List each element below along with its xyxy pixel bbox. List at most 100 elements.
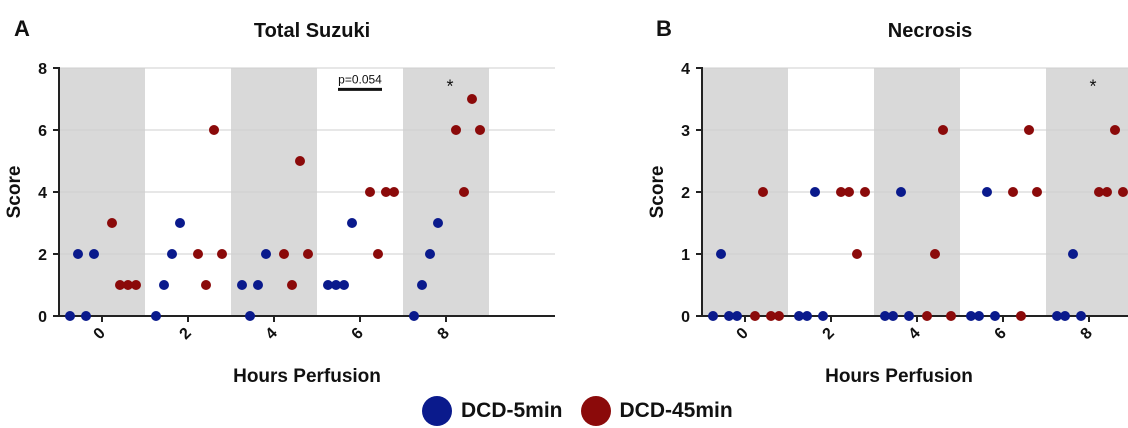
data-point-dcd-45min-0h: [758, 187, 768, 197]
data-point-dcd-5min-0h: [716, 249, 726, 259]
data-point-dcd-45min-0h: [766, 311, 776, 321]
legend: DCD-5min DCD-45min: [422, 394, 751, 428]
chart-panel-b: 0 1 2 3 4 0 2 4 6 8 B Necrosis Hours Perfusion Score *: [647, 16, 1128, 387]
data-point-dcd-5min-6h: [347, 218, 357, 228]
y-tick-label-2: 2: [38, 247, 47, 264]
data-point-dcd-5min-4h: [237, 280, 247, 290]
data-point-dcd-45min-2h: [217, 249, 227, 259]
data-point-dcd-5min-2h: [167, 249, 177, 259]
legend-label-dcd-45min: DCD-45min: [619, 399, 733, 422]
data-point-dcd-45min-2h: [852, 249, 862, 259]
data-point-dcd-45min-6h: [365, 187, 375, 197]
chart-title: Total Suzuki: [254, 20, 370, 42]
data-point-dcd-45min-4h: [279, 249, 289, 259]
x-tick-label-2: 2: [177, 325, 195, 343]
data-point-dcd-45min-6h: [1008, 187, 1018, 197]
data-point-dcd-45min-4h: [946, 311, 956, 321]
legend-item-dcd-5min: DCD-5min: [422, 396, 563, 426]
data-point-dcd-45min-8h: [451, 125, 461, 135]
data-point-dcd-5min-6h: [323, 280, 333, 290]
data-point-dcd-5min-4h: [888, 311, 898, 321]
data-point-dcd-5min-6h: [990, 311, 1000, 321]
data-point-dcd-45min-2h: [860, 187, 870, 197]
data-point-dcd-5min-4h: [880, 311, 890, 321]
y-tick-label-2: 2: [681, 185, 690, 202]
data-point-dcd-5min-0h: [65, 311, 75, 321]
y-tick-label-3: 3: [681, 123, 690, 140]
data-point-dcd-5min-4h: [904, 311, 914, 321]
legend-swatch-dcd-45min: [580, 396, 611, 426]
significance-star: *: [1089, 76, 1096, 96]
data-point-dcd-5min-8h: [409, 311, 419, 321]
y-axis-label: Score: [647, 166, 668, 219]
panel-letter: B: [656, 16, 672, 41]
data-point-dcd-45min-6h: [381, 187, 391, 197]
data-point-dcd-5min-8h: [1052, 311, 1062, 321]
panel-letter: A: [14, 16, 30, 41]
x-axis-label: Hours Perfusion: [825, 366, 973, 387]
data-point-dcd-45min-6h: [1024, 125, 1034, 135]
data-point-dcd-5min-6h: [331, 280, 341, 290]
data-point-dcd-45min-8h: [1110, 125, 1120, 135]
significance-star: *: [446, 76, 453, 96]
data-point-dcd-5min-2h: [810, 187, 820, 197]
data-point-dcd-45min-8h: [467, 94, 477, 104]
x-tick-label-4: 4: [263, 325, 281, 343]
data-point-dcd-45min-2h: [844, 187, 854, 197]
data-point-dcd-45min-4h: [930, 249, 940, 259]
legend-label-dcd-5min: DCD-5min: [461, 399, 563, 422]
data-point-dcd-5min-2h: [151, 311, 161, 321]
y-axis-label: Score: [4, 166, 25, 219]
x-tick-label-8: 8: [1078, 325, 1096, 343]
data-point-dcd-5min-4h: [253, 280, 263, 290]
x-tick-label-8: 8: [435, 325, 453, 343]
data-point-dcd-45min-0h: [115, 280, 125, 290]
data-point-dcd-45min-8h: [1118, 187, 1128, 197]
data-point-dcd-5min-0h: [89, 249, 99, 259]
data-point-dcd-5min-4h: [261, 249, 271, 259]
data-point-dcd-45min-2h: [193, 249, 203, 259]
data-point-dcd-5min-8h: [417, 280, 427, 290]
data-point-dcd-5min-0h: [732, 311, 742, 321]
data-point-dcd-45min-4h: [287, 280, 297, 290]
data-point-dcd-45min-4h: [303, 249, 313, 259]
y-tick-label-1: 1: [681, 247, 690, 264]
y-tick-label-4: 4: [38, 185, 47, 202]
data-point-dcd-5min-8h: [1068, 249, 1078, 259]
data-point-dcd-45min-0h: [131, 280, 141, 290]
data-point-dcd-45min-6h: [1016, 311, 1026, 321]
data-point-dcd-45min-8h: [459, 187, 469, 197]
data-point-dcd-5min-2h: [159, 280, 169, 290]
data-point-dcd-45min-6h: [1032, 187, 1042, 197]
x-tick-label-6: 6: [992, 325, 1010, 343]
data-point-dcd-45min-6h: [373, 249, 383, 259]
y-tick-label-6: 6: [38, 123, 47, 140]
y-tick-label-4: 4: [681, 61, 690, 78]
y-tick-label-0: 0: [38, 309, 47, 326]
x-tick-label-0: 0: [91, 325, 109, 343]
data-point-dcd-5min-8h: [1076, 311, 1086, 321]
data-point-dcd-5min-2h: [794, 311, 804, 321]
legend-swatch-dcd-5min: [422, 396, 452, 426]
chart-title: Necrosis: [888, 20, 973, 42]
data-point-dcd-5min-0h: [708, 311, 718, 321]
data-point-dcd-45min-4h: [922, 311, 932, 321]
data-point-dcd-45min-2h: [836, 187, 846, 197]
x-axis-label: Hours Perfusion: [233, 366, 381, 387]
x-tick-label-6: 6: [349, 325, 367, 343]
data-point-dcd-5min-6h: [982, 187, 992, 197]
data-point-dcd-5min-4h: [896, 187, 906, 197]
x-tick-label-4: 4: [906, 325, 924, 343]
data-point-dcd-45min-2h: [201, 280, 211, 290]
data-point-dcd-5min-0h: [81, 311, 91, 321]
y-tick-label-0: 0: [681, 309, 690, 326]
data-point-dcd-45min-6h: [389, 187, 399, 197]
legend-item-dcd-45min: DCD-45min: [580, 396, 733, 426]
data-point-dcd-45min-8h: [1094, 187, 1104, 197]
figure: 0 2 4 6 8 0 2 4 6 8 A Total Suzuki Hours Perfusion Sc…: [4, 16, 1128, 387]
data-point-dcd-45min-2h: [209, 125, 219, 135]
data-point-dcd-5min-8h: [425, 249, 435, 259]
data-point-dcd-45min-8h: [475, 125, 485, 135]
data-point-dcd-5min-6h: [966, 311, 976, 321]
data-point-dcd-45min-0h: [107, 218, 117, 228]
